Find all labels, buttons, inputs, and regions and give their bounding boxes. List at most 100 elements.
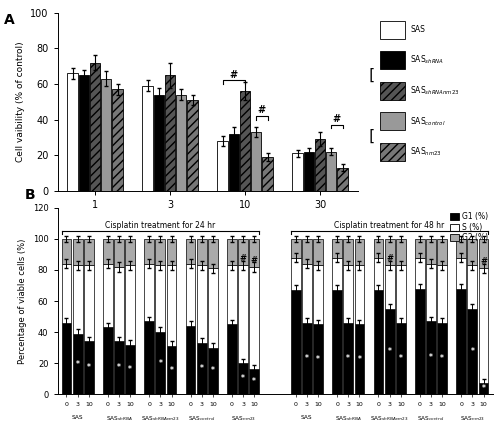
Bar xyxy=(396,239,406,265)
Bar xyxy=(468,265,477,309)
Bar xyxy=(62,264,72,323)
Bar xyxy=(396,323,406,394)
Bar xyxy=(313,239,323,265)
Bar xyxy=(72,265,83,334)
Bar xyxy=(144,264,154,321)
Bar xyxy=(101,78,112,191)
Bar xyxy=(126,345,135,394)
Bar xyxy=(468,239,477,265)
Bar xyxy=(438,323,447,394)
Bar xyxy=(142,86,152,191)
Text: Cisplatin treatment for 48 hr: Cisplatin treatment for 48 hr xyxy=(334,220,444,229)
Bar xyxy=(250,267,259,369)
Bar xyxy=(344,265,353,323)
Text: *: * xyxy=(305,354,309,363)
Text: SAS: SAS xyxy=(72,415,84,419)
Bar xyxy=(384,309,394,394)
Text: SAS$_{nm23}$: SAS$_{nm23}$ xyxy=(230,415,256,424)
Bar xyxy=(456,289,466,394)
Text: #: # xyxy=(258,105,266,115)
Bar xyxy=(326,152,336,191)
Text: #: # xyxy=(333,114,341,124)
Bar xyxy=(415,239,424,257)
Bar xyxy=(68,73,78,191)
Text: SAS$_{shRNA}$: SAS$_{shRNA}$ xyxy=(410,54,444,67)
Text: SAS$_{shRNA}$: SAS$_{shRNA}$ xyxy=(335,415,361,424)
Bar xyxy=(208,348,218,394)
Bar xyxy=(112,89,122,191)
Y-axis label: Cell vaibility (% of control): Cell vaibility (% of control) xyxy=(16,42,24,162)
Bar xyxy=(166,346,176,394)
Bar xyxy=(114,239,124,267)
Bar xyxy=(302,323,312,394)
Text: #: # xyxy=(240,254,246,263)
Text: *: * xyxy=(388,347,392,356)
Bar xyxy=(456,239,466,257)
Bar xyxy=(291,239,300,257)
Bar xyxy=(250,239,259,267)
Text: *: * xyxy=(200,364,203,373)
Text: *: * xyxy=(429,353,433,362)
Bar xyxy=(344,239,353,265)
Text: *: * xyxy=(482,385,486,393)
Text: *: * xyxy=(158,359,162,368)
Bar xyxy=(208,268,218,348)
Bar xyxy=(313,265,323,324)
Text: *: * xyxy=(316,355,320,364)
Text: #: # xyxy=(386,254,393,263)
Bar xyxy=(154,95,164,191)
Bar xyxy=(186,326,196,394)
Bar xyxy=(114,267,124,341)
Bar xyxy=(262,157,272,191)
Bar xyxy=(156,265,166,332)
Bar xyxy=(186,239,196,264)
Bar xyxy=(250,369,259,394)
Bar xyxy=(478,239,488,268)
Bar xyxy=(188,100,198,191)
Bar xyxy=(84,239,94,265)
Bar xyxy=(156,332,166,394)
Bar xyxy=(292,153,302,191)
Text: SAS: SAS xyxy=(301,415,312,419)
Bar xyxy=(251,132,262,191)
Bar xyxy=(90,63,100,191)
Bar xyxy=(374,290,384,394)
Bar xyxy=(197,265,206,343)
Text: [: [ xyxy=(367,68,376,83)
Bar xyxy=(238,239,248,265)
Bar xyxy=(302,264,312,323)
Text: SAS: SAS xyxy=(410,25,425,34)
Bar xyxy=(374,239,384,257)
Text: *: * xyxy=(358,355,362,364)
Bar xyxy=(384,239,394,265)
Text: *: * xyxy=(241,374,245,383)
Text: *: * xyxy=(399,354,402,363)
Bar xyxy=(468,309,477,394)
Text: *: * xyxy=(470,347,474,356)
Bar xyxy=(354,239,364,265)
Text: SAS$_{control}$: SAS$_{control}$ xyxy=(188,415,216,424)
Text: B: B xyxy=(25,188,35,202)
Bar xyxy=(438,265,447,323)
Text: *: * xyxy=(117,363,121,372)
Bar xyxy=(165,75,175,191)
Bar xyxy=(166,239,176,265)
Bar xyxy=(344,323,353,394)
Bar xyxy=(62,323,72,394)
Bar xyxy=(374,257,384,290)
Text: *: * xyxy=(211,366,215,376)
Bar xyxy=(227,324,237,394)
Bar xyxy=(315,139,325,191)
Bar xyxy=(166,265,176,346)
Bar xyxy=(176,95,186,191)
Bar xyxy=(144,239,154,264)
Text: SAS$_{shRNAnm23}$: SAS$_{shRNAnm23}$ xyxy=(410,84,460,97)
Bar xyxy=(332,290,342,394)
Bar xyxy=(478,383,488,394)
Bar xyxy=(302,239,312,264)
Text: [: [ xyxy=(367,129,376,144)
Bar xyxy=(338,167,347,191)
Bar xyxy=(228,134,239,191)
Bar xyxy=(426,321,436,394)
Bar xyxy=(84,341,94,394)
